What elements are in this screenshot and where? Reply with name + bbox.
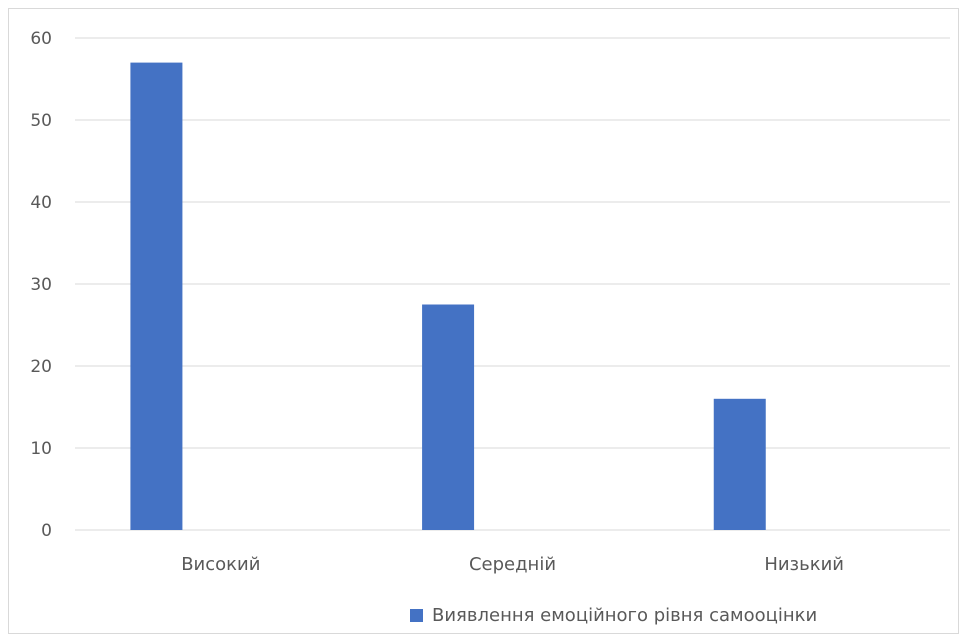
y-tick-label: 30	[30, 275, 52, 295]
y-tick-label: 40	[30, 193, 52, 213]
x-axis-categories: Високий Середній Низький	[181, 554, 844, 575]
gridlines	[75, 37, 950, 531]
legend-swatch	[410, 609, 423, 622]
legend: Виявлення емоційного рівня самооцінки	[410, 605, 817, 626]
y-tick-label: 0	[41, 521, 52, 541]
y-tick-label: 20	[30, 357, 52, 377]
x-category-label: Середній	[469, 554, 556, 575]
y-tick-label: 60	[30, 29, 52, 49]
bar-3	[713, 398, 766, 530]
bar-2	[422, 304, 475, 530]
bar-1	[130, 62, 183, 530]
y-axis-ticks: 0 10 20 30 40 50 60	[30, 29, 52, 541]
y-tick-label: 10	[30, 439, 52, 459]
y-tick-label: 50	[30, 111, 52, 131]
x-category-label: Високий	[181, 554, 260, 575]
bars	[130, 62, 766, 530]
legend-label: Виявлення емоційного рівня самооцінки	[432, 605, 817, 626]
x-category-label: Низький	[764, 554, 844, 575]
